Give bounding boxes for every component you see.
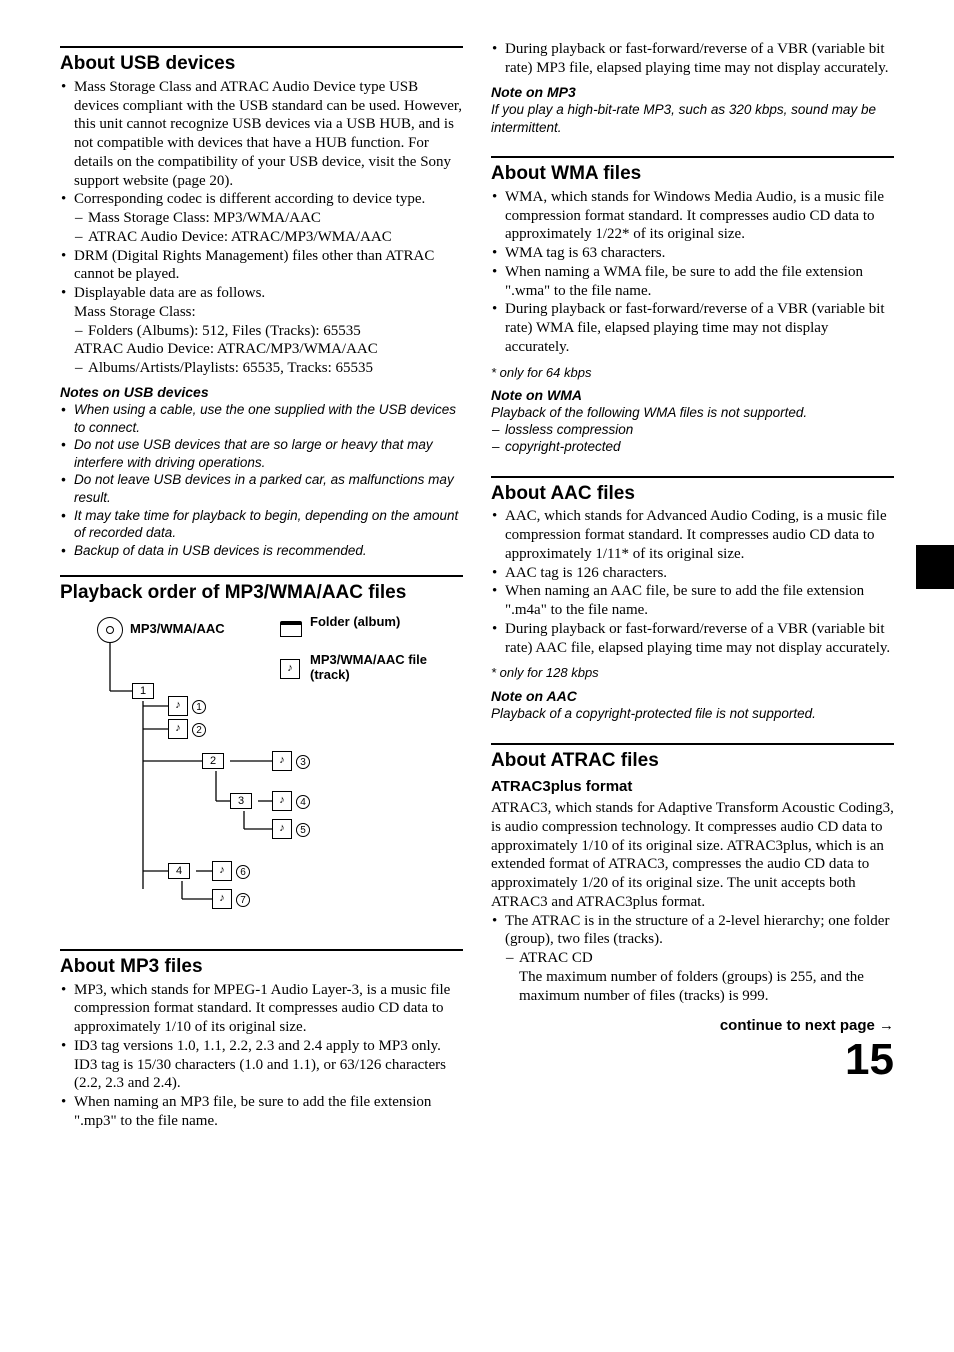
wma-note-intro: Playback of the following WMA files is n… <box>491 404 894 422</box>
playback-order-diagram: MP3/WMA/AAC Folder (album) ♪ MP3/WMA/AAC… <box>90 611 450 931</box>
diagram-file-7: ♪ <box>212 889 232 909</box>
side-tab-mark <box>916 545 954 589</box>
diagram-file-4: ♪ <box>272 791 292 811</box>
atrac-bullet-1: The ATRAC is in the structure of a 2-lev… <box>491 912 894 1006</box>
diagram-file-6: ♪ <box>212 861 232 881</box>
mp3-note-title: Note on MP3 <box>491 84 894 102</box>
diagram-file-2-num: 2 <box>192 722 206 737</box>
wma-note-d1: lossless compression <box>491 422 894 439</box>
diagram-folder-1: 1 <box>132 683 154 699</box>
diagram-folder-4: 4 <box>168 863 190 879</box>
usb-b4-line2: ATRAC Audio Device: ATRAC/MP3/WMA/AAC <box>74 340 463 359</box>
left-column: About USB devices Mass Storage Class and… <box>60 40 463 1131</box>
diagram-file-1: ♪ <box>168 696 188 716</box>
wma-note-d2: copyright-protected <box>491 439 894 456</box>
diagram-folder-2: 2 <box>202 753 224 769</box>
diagram-file-1-num: 1 <box>192 699 206 714</box>
usb-note-1: When using a cable, use the one supplied… <box>60 401 463 436</box>
usb-bullet-2-text: Corresponding codec is different accordi… <box>74 191 425 207</box>
aac-bullets: AAC, which stands for Advanced Audio Cod… <box>491 507 894 657</box>
diagram-file-7-num: 7 <box>236 892 250 907</box>
mp3-cont-bullet: During playback or fast-forward/reverse … <box>491 40 894 78</box>
atrac-b1-d1-label: ATRAC CD <box>519 950 593 966</box>
diagram-cd-icon <box>97 617 123 643</box>
usb-note-5: Backup of data in USB devices is recomme… <box>60 542 463 560</box>
usb-notes-list: When using a cable, use the one supplied… <box>60 401 463 559</box>
usb-notes-title: Notes on USB devices <box>60 384 463 402</box>
diagram-legend-file-icon: ♪ <box>280 659 300 679</box>
continue-text: continue to next page <box>720 1017 875 1034</box>
aac-bullet-2: AAC tag is 126 characters. <box>491 564 894 583</box>
diagram-legend-file-label: MP3/WMA/AAC file (track) <box>310 653 450 683</box>
atrac-subtitle: ATRAC3plus format <box>491 778 894 797</box>
aac-bullet-3: When naming an AAC file, be sure to add … <box>491 582 894 620</box>
usb-bullets: Mass Storage Class and ATRAC Audio Devic… <box>60 78 463 378</box>
usb-b4-dash2: Albums/Artists/Playlists: 65535, Tracks:… <box>74 359 463 378</box>
aac-footnote: * only for 128 kbps <box>491 665 894 681</box>
usb-b2-dash-2: ATRAC Audio Device: ATRAC/MP3/WMA/AAC <box>74 228 463 247</box>
mp3-cont-bullets: During playback or fast-forward/reverse … <box>491 40 894 78</box>
atrac-b1-d1: ATRAC CD The maximum number of folders (… <box>505 949 894 1005</box>
atrac-b1-d1-body: The maximum number of folders (groups) i… <box>519 968 894 1006</box>
diagram-folder-3: 3 <box>230 793 252 809</box>
wma-bullet-1: WMA, which stands for Windows Media Audi… <box>491 188 894 244</box>
mp3-bullet-3: When naming an MP3 file, be sure to add … <box>60 1093 463 1131</box>
usb-section-title: About USB devices <box>60 46 463 76</box>
aac-bullet-4: During playback or fast-forward/reverse … <box>491 620 894 658</box>
usb-bullet-4: Displayable data are as follows. Mass St… <box>60 284 463 378</box>
atrac-para: ATRAC3, which stands for Adaptive Transf… <box>491 799 894 912</box>
usb-note-3: Do not leave USB devices in a parked car… <box>60 471 463 506</box>
usb-b2-dash-1: Mass Storage Class: MP3/WMA/AAC <box>74 209 463 228</box>
aac-bullet-1: AAC, which stands for Advanced Audio Cod… <box>491 507 894 563</box>
right-column: During playback or fast-forward/reverse … <box>491 40 894 1131</box>
aac-note-title: Note on AAC <box>491 688 894 706</box>
usb-b4-dash1: Folders (Albums): 512, Files (Tracks): 6… <box>74 322 463 341</box>
usb-note-2: Do not use USB devices that are so large… <box>60 436 463 471</box>
wma-footnote: * only for 64 kbps <box>491 365 894 381</box>
usb-b4-line1: Mass Storage Class: <box>74 303 463 322</box>
continue-next-page: continue to next page → <box>491 1017 894 1036</box>
diagram-file-6-num: 6 <box>236 864 250 879</box>
diagram-legend-folder-icon <box>280 621 302 637</box>
mp3-bullet-2: ID3 tag versions 1.0, 1.1, 2.2, 2.3 and … <box>60 1037 463 1093</box>
mp3-bullet-1: MP3, which stands for MPEG-1 Audio Layer… <box>60 981 463 1037</box>
atrac-bullets: The ATRAC is in the structure of a 2-lev… <box>491 912 894 1006</box>
playback-section-title: Playback order of MP3/WMA/AAC files <box>60 575 463 605</box>
diagram-file-5-num: 5 <box>296 822 310 837</box>
diagram-file-4-num: 4 <box>296 794 310 809</box>
wma-section-title: About WMA files <box>491 156 894 186</box>
diagram-file-3-num: 3 <box>296 754 310 769</box>
diagram-file-2: ♪ <box>168 719 188 739</box>
diagram-file-3: ♪ <box>272 751 292 771</box>
wma-note-title: Note on WMA <box>491 387 894 405</box>
wma-bullet-3: When naming a WMA file, be sure to add t… <box>491 263 894 301</box>
arrow-right-icon: → <box>879 1017 894 1034</box>
wma-bullets: WMA, which stands for Windows Media Audi… <box>491 188 894 357</box>
usb-bullet-1: Mass Storage Class and ATRAC Audio Devic… <box>60 78 463 191</box>
diagram-legend-folder-label: Folder (album) <box>310 615 400 630</box>
two-column-layout: About USB devices Mass Storage Class and… <box>60 40 894 1131</box>
aac-note-body: Playback of a copyright-protected file i… <box>491 705 894 723</box>
diagram-root-label: MP3/WMA/AAC <box>130 621 225 637</box>
mp3-bullets: MP3, which stands for MPEG-1 Audio Layer… <box>60 981 463 1131</box>
usb-bullet-2: Corresponding codec is different accordi… <box>60 190 463 246</box>
aac-section-title: About AAC files <box>491 476 894 506</box>
wma-bullet-4: During playback or fast-forward/reverse … <box>491 300 894 356</box>
usb-bullet-3: DRM (Digital Rights Management) files ot… <box>60 247 463 285</box>
diagram-file-5: ♪ <box>272 819 292 839</box>
mp3-note-body: If you play a high-bit-rate MP3, such as… <box>491 101 894 136</box>
atrac-section-title: About ATRAC files <box>491 743 894 773</box>
page-number: 15 <box>491 1038 894 1082</box>
atrac-bullet-1-text: The ATRAC is in the structure of a 2-lev… <box>505 913 889 948</box>
usb-note-4: It may take time for playback to begin, … <box>60 507 463 542</box>
wma-bullet-2: WMA tag is 63 characters. <box>491 244 894 263</box>
usb-bullet-4-text: Displayable data are as follows. <box>74 285 265 301</box>
mp3-section-title: About MP3 files <box>60 949 463 979</box>
